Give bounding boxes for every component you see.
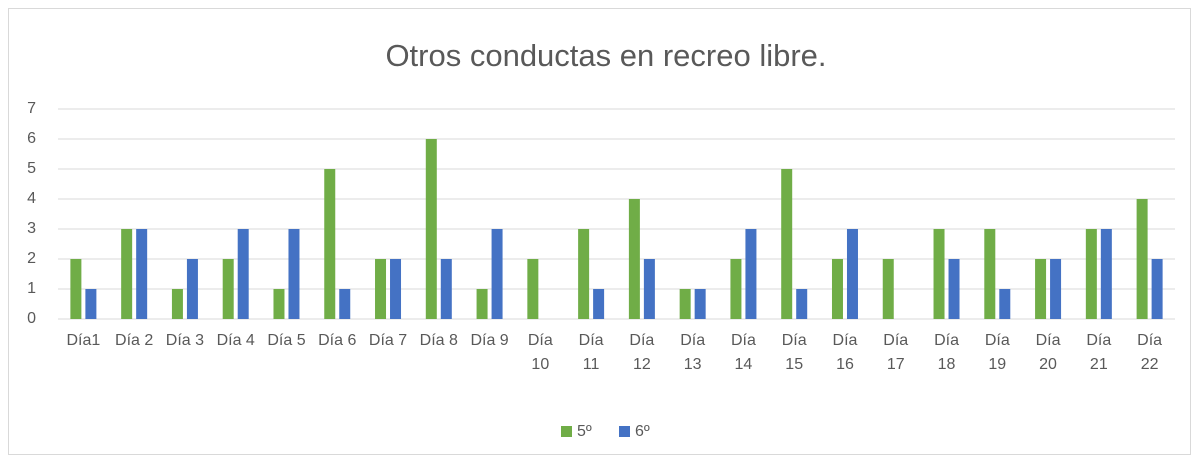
bar xyxy=(390,259,402,319)
x-tick-label: Día 20 xyxy=(1035,332,1061,373)
x-tick-label: Día 19 xyxy=(984,332,1010,373)
bar xyxy=(1035,259,1047,319)
bar xyxy=(375,259,387,319)
chart-title: Otros conductas en recreo libre. xyxy=(385,38,826,73)
x-tick-label: Día 3 xyxy=(165,332,205,349)
x-tick-label: Día 5 xyxy=(267,332,306,349)
bar xyxy=(730,259,742,319)
legend-swatch xyxy=(561,426,572,437)
legend-swatch xyxy=(619,426,630,437)
x-tick-label: Día1 xyxy=(66,332,101,349)
x-tick-label: Día 7 xyxy=(368,332,408,349)
x-tick-label: Día 13 xyxy=(680,332,706,373)
y-tick-label: 0 xyxy=(27,310,36,327)
bar xyxy=(85,289,97,319)
x-tick-label: Día 14 xyxy=(730,332,756,373)
x-tick-label: Día 16 xyxy=(832,332,858,373)
bar xyxy=(578,229,590,319)
bar xyxy=(324,169,336,319)
bar xyxy=(628,199,640,319)
x-tick-label: Día 9 xyxy=(470,332,509,349)
y-tick-label: 7 xyxy=(27,100,36,117)
bar xyxy=(781,169,793,319)
bar xyxy=(1085,229,1097,319)
y-tick-label: 3 xyxy=(27,220,36,237)
bar xyxy=(339,289,351,319)
legend-label: 6º xyxy=(635,423,650,440)
bar xyxy=(948,259,960,319)
x-tick-label: Día 11 xyxy=(578,332,604,373)
x-tick-label: Día 17 xyxy=(883,332,909,373)
x-tick-label: Día 21 xyxy=(1086,332,1112,373)
y-tick-label: 2 xyxy=(27,250,36,267)
bar xyxy=(831,259,843,319)
bar xyxy=(984,229,996,319)
x-tick-label: Día 6 xyxy=(318,332,357,349)
bar xyxy=(237,229,249,319)
bar xyxy=(186,259,198,319)
bar xyxy=(745,229,757,319)
bar xyxy=(694,289,706,319)
bar xyxy=(476,289,488,319)
bar xyxy=(136,229,148,319)
bar xyxy=(796,289,808,319)
y-tick-label: 4 xyxy=(27,190,36,207)
x-tick-label: Día 18 xyxy=(934,332,959,373)
bar xyxy=(933,229,945,319)
chart-border xyxy=(8,8,1191,455)
x-tick-label: Día 22 xyxy=(1137,332,1163,373)
bar xyxy=(1100,229,1112,319)
x-tick-label: Día 2 xyxy=(115,332,154,349)
x-tick-label: Día 8 xyxy=(419,332,458,349)
bar xyxy=(288,229,300,319)
bar xyxy=(171,289,183,319)
x-tick-label: Día 10 xyxy=(527,332,553,373)
x-tick-label: Día 15 xyxy=(781,332,807,373)
bar xyxy=(273,289,285,319)
bar xyxy=(679,289,691,319)
x-tick-label: Día 4 xyxy=(216,332,255,349)
y-tick-label: 6 xyxy=(27,130,36,147)
bar xyxy=(70,259,82,319)
bar xyxy=(846,229,858,319)
bar xyxy=(1050,259,1062,319)
bar xyxy=(527,259,539,319)
y-tick-label: 1 xyxy=(27,280,36,297)
bar xyxy=(222,259,234,319)
x-tick-label: Día 12 xyxy=(629,332,655,373)
bar xyxy=(425,139,437,319)
bar xyxy=(1136,199,1148,319)
bar xyxy=(440,259,452,319)
bar xyxy=(121,229,133,319)
bar xyxy=(1151,259,1163,319)
bar xyxy=(882,259,894,319)
y-tick-label: 5 xyxy=(27,160,36,177)
bar xyxy=(643,259,655,319)
bar xyxy=(593,289,605,319)
bar xyxy=(491,229,503,319)
legend-label: 5º xyxy=(577,423,592,440)
bar xyxy=(999,289,1011,319)
